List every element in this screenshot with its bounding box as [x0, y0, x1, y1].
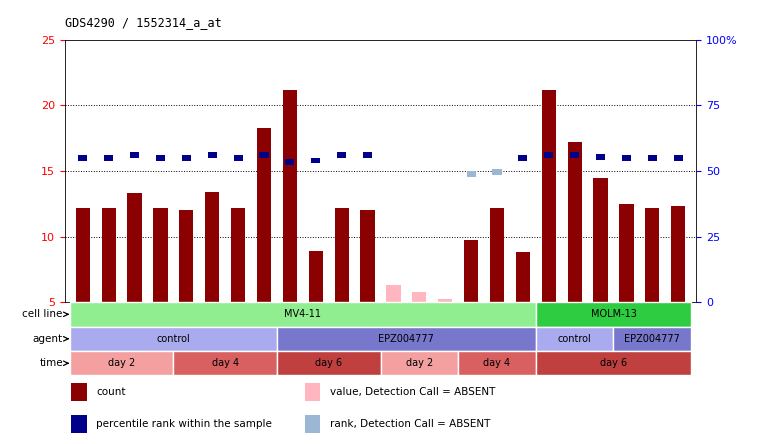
Bar	[174, 351, 277, 376]
Bar	[490, 208, 504, 302]
Bar	[387, 285, 400, 302]
Bar	[70, 326, 277, 351]
Bar	[130, 152, 139, 158]
Bar	[645, 208, 660, 302]
Bar	[518, 155, 527, 161]
Bar	[311, 158, 320, 163]
Text: cell line: cell line	[23, 309, 63, 319]
Bar	[156, 155, 165, 161]
Bar	[568, 142, 581, 302]
Bar	[438, 299, 452, 302]
Text: value, Detection Call = ABSENT: value, Detection Call = ABSENT	[330, 387, 495, 397]
Bar	[180, 210, 193, 302]
Bar	[260, 152, 269, 158]
Text: day 4: day 4	[483, 358, 511, 368]
Bar	[70, 302, 536, 326]
Bar	[335, 208, 349, 302]
Bar	[412, 292, 426, 302]
Bar	[648, 155, 657, 161]
Bar	[101, 208, 116, 302]
Bar	[104, 155, 113, 161]
Text: MV4-11: MV4-11	[285, 309, 321, 319]
Bar	[205, 192, 219, 302]
Text: agent: agent	[33, 334, 63, 344]
Bar	[304, 415, 320, 433]
Bar	[285, 159, 295, 165]
Bar	[492, 169, 501, 175]
Text: EPZ004777: EPZ004777	[378, 334, 435, 344]
Bar	[536, 302, 691, 326]
Bar	[673, 155, 683, 161]
Bar	[594, 178, 607, 302]
Bar	[363, 152, 372, 158]
Bar	[304, 383, 320, 401]
Bar	[71, 383, 87, 401]
Text: day 6: day 6	[600, 358, 627, 368]
Bar	[361, 210, 374, 302]
Bar	[536, 326, 613, 351]
Bar	[283, 90, 297, 302]
Bar	[231, 208, 245, 302]
Text: percentile rank within the sample: percentile rank within the sample	[96, 419, 272, 429]
Bar	[71, 415, 87, 433]
Bar	[536, 351, 691, 376]
Bar	[277, 351, 380, 376]
Text: day 6: day 6	[315, 358, 342, 368]
Text: day 4: day 4	[212, 358, 239, 368]
Bar	[570, 152, 579, 158]
Bar	[75, 208, 90, 302]
Text: day 2: day 2	[406, 358, 433, 368]
Bar	[78, 155, 88, 161]
Bar	[458, 351, 536, 376]
Bar	[182, 155, 191, 161]
Bar	[380, 351, 458, 376]
Text: time: time	[40, 358, 63, 368]
Text: control: control	[157, 334, 190, 344]
Text: control: control	[558, 334, 591, 344]
Text: day 2: day 2	[108, 358, 135, 368]
Bar	[208, 152, 217, 158]
Bar	[464, 241, 478, 302]
Bar	[127, 193, 142, 302]
Bar	[257, 128, 271, 302]
Bar	[337, 152, 346, 158]
Bar	[596, 154, 605, 159]
Bar	[544, 152, 553, 158]
Bar	[516, 252, 530, 302]
Bar	[671, 206, 686, 302]
Bar	[619, 204, 634, 302]
Bar	[70, 351, 174, 376]
Bar	[154, 208, 167, 302]
Text: count: count	[96, 387, 126, 397]
Text: GDS4290 / 1552314_a_at: GDS4290 / 1552314_a_at	[65, 16, 221, 29]
Bar	[234, 155, 243, 161]
Text: rank, Detection Call = ABSENT: rank, Detection Call = ABSENT	[330, 419, 490, 429]
Bar	[466, 170, 476, 177]
Text: MOLM-13: MOLM-13	[591, 309, 636, 319]
Bar	[622, 155, 631, 161]
Bar	[309, 251, 323, 302]
Bar	[613, 326, 691, 351]
Bar	[542, 90, 556, 302]
Bar	[277, 326, 536, 351]
Text: EPZ004777: EPZ004777	[624, 334, 680, 344]
